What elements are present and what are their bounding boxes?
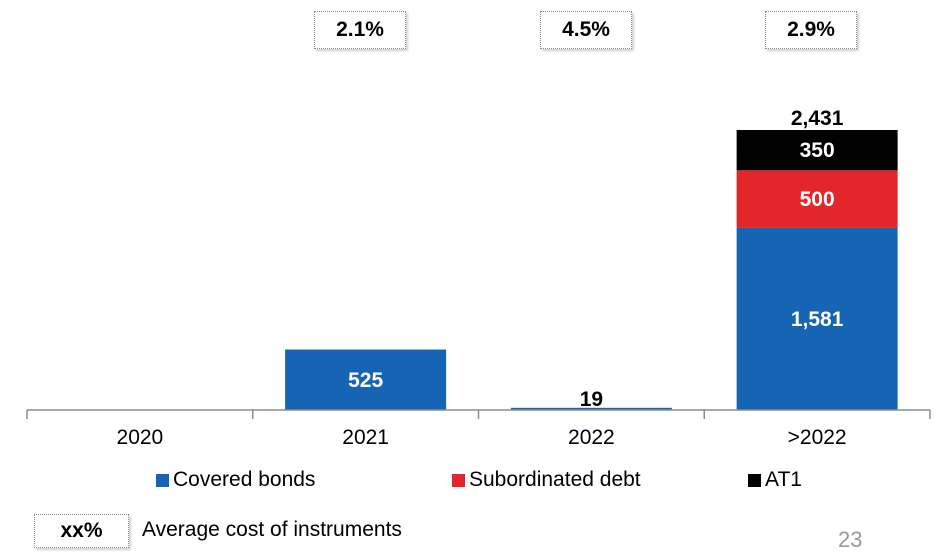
- legend-label-subordinated-debt: Subordinated debt: [469, 468, 641, 491]
- key-box-sample: xx%: [34, 514, 129, 548]
- legend-item-subordinated-debt: Subordinated debt: [452, 468, 641, 492]
- legend-swatch-covered-bonds: [156, 473, 169, 487]
- data-label-covered-bonds-1: 525: [348, 369, 383, 392]
- bar-covered-bonds-1: [285, 349, 447, 410]
- data-label-subordinated-debt-3: 500: [800, 188, 835, 211]
- x-tick-label-3: >2022: [788, 426, 847, 449]
- page-number: 23: [838, 527, 863, 552]
- legend: Covered bonds Subordinated debt AT1: [0, 468, 946, 496]
- legend-item-covered-bonds: Covered bonds: [156, 468, 315, 492]
- bar-covered-bonds-2: [510, 407, 672, 410]
- legend-label-at1: AT1: [765, 468, 802, 491]
- x-tick-label-2: 2022: [568, 426, 615, 449]
- legend-item-at1: AT1: [748, 468, 802, 492]
- key-box-description: Average cost of instruments: [142, 518, 402, 541]
- legend-label-covered-bonds: Covered bonds: [173, 468, 316, 491]
- x-tick-label-0: 2020: [117, 426, 164, 449]
- data-label-covered-bonds-2: 19: [580, 388, 603, 411]
- stacked-bar-chart: 2020 525 2021 19 2022 1,581 500 350 2,431 >2022: [26, 107, 931, 449]
- cost-label-2021: 2.1%: [314, 11, 406, 49]
- bar-at1-3: [736, 130, 898, 171]
- legend-swatch-subordinated-debt: [452, 473, 465, 487]
- data-label-covered-bonds-3: 1,581: [791, 308, 844, 331]
- cost-label-gt2022: 2.9%: [765, 11, 857, 49]
- total-label-3: 2,431: [791, 107, 844, 130]
- x-tick-label-1: 2021: [342, 426, 389, 449]
- legend-swatch-at1: [748, 473, 761, 487]
- data-label-at1-3: 350: [800, 139, 835, 162]
- bar-covered-bonds-3: [736, 227, 898, 410]
- cost-label-2022: 4.5%: [540, 11, 632, 49]
- bar-subordinated-debt-3: [736, 170, 898, 228]
